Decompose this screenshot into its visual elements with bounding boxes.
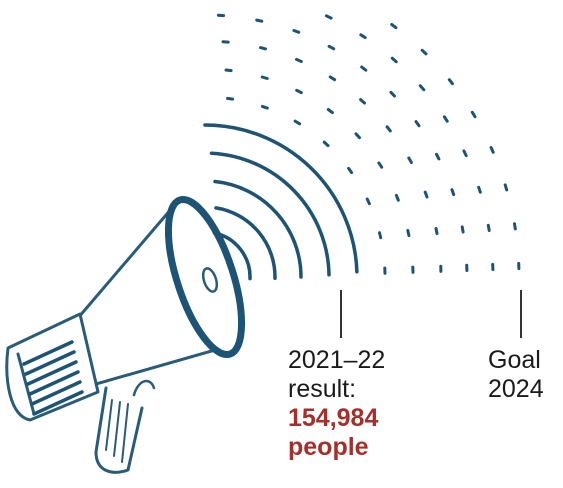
sound-dot bbox=[435, 152, 441, 161]
sound-dot bbox=[295, 88, 303, 95]
sound-dot bbox=[293, 119, 302, 126]
sound-dots bbox=[216, 13, 521, 275]
sound-dot bbox=[394, 193, 400, 202]
sound-dot bbox=[503, 183, 509, 192]
sound-dot bbox=[255, 18, 264, 23]
sound-dot bbox=[390, 23, 398, 30]
sound-dot bbox=[486, 223, 491, 232]
sound-dot bbox=[295, 57, 303, 63]
sound-dot bbox=[407, 156, 413, 164]
sound-dot bbox=[260, 104, 269, 110]
sound-dot bbox=[359, 33, 367, 40]
sound-dot bbox=[423, 190, 429, 199]
sound-dot bbox=[460, 225, 465, 234]
grip-line bbox=[24, 350, 76, 376]
sound-dot bbox=[477, 185, 482, 194]
sound-dot bbox=[378, 231, 383, 240]
sound-dot bbox=[365, 197, 371, 206]
sound-dot bbox=[292, 29, 301, 34]
sound-wave-icon bbox=[203, 123, 359, 281]
grip-line bbox=[32, 390, 84, 416]
result-period: 2021–22 bbox=[288, 346, 386, 374]
grip-line bbox=[28, 370, 80, 396]
sound-dot bbox=[434, 227, 439, 236]
sound-dot bbox=[327, 44, 336, 51]
sound-dot bbox=[322, 140, 330, 148]
sound-wave bbox=[203, 123, 359, 274]
sound-wave bbox=[214, 206, 277, 280]
result-value: 154,984 bbox=[288, 404, 379, 432]
sound-wave bbox=[213, 179, 303, 279]
sound-dot bbox=[226, 96, 235, 101]
sound-dot bbox=[390, 56, 398, 64]
sound-dot bbox=[324, 14, 333, 20]
sound-dot bbox=[489, 146, 495, 154]
sound-dot bbox=[447, 78, 454, 86]
result-caption: result: bbox=[288, 375, 357, 403]
sound-dot bbox=[260, 75, 269, 80]
sound-dot bbox=[418, 84, 426, 92]
goal-label: Goal 2024 bbox=[488, 346, 544, 404]
sound-dot bbox=[377, 161, 384, 169]
sound-dot bbox=[224, 68, 233, 73]
sound-dot bbox=[359, 98, 366, 105]
grip-line bbox=[26, 360, 78, 386]
sound-dot bbox=[259, 46, 267, 51]
sound-dot bbox=[360, 65, 368, 72]
goal-caption: Goal bbox=[488, 346, 541, 374]
sound-dot bbox=[406, 229, 411, 238]
grip-line bbox=[22, 340, 74, 366]
sound-dot bbox=[513, 222, 517, 231]
sound-dot bbox=[420, 48, 428, 56]
sound-dot bbox=[450, 188, 456, 197]
sound-dot bbox=[354, 132, 361, 140]
sound-wave bbox=[212, 231, 252, 281]
sound-dot bbox=[462, 149, 468, 158]
goal-year: 2024 bbox=[488, 375, 544, 403]
grip-line bbox=[30, 380, 82, 406]
sound-dot bbox=[389, 90, 396, 98]
sound-dot bbox=[385, 125, 392, 133]
sound-wave bbox=[209, 151, 331, 277]
result-unit: people bbox=[288, 433, 369, 461]
sound-dot bbox=[326, 108, 334, 115]
sound-dot bbox=[347, 166, 354, 175]
megaphone-icon bbox=[5, 195, 246, 474]
result-label: 2021–22 result: 154,984 people bbox=[288, 346, 385, 462]
sound-dot bbox=[442, 115, 449, 123]
sound-dot bbox=[470, 110, 477, 119]
sound-dot bbox=[414, 120, 421, 128]
sound-dot bbox=[328, 75, 337, 82]
